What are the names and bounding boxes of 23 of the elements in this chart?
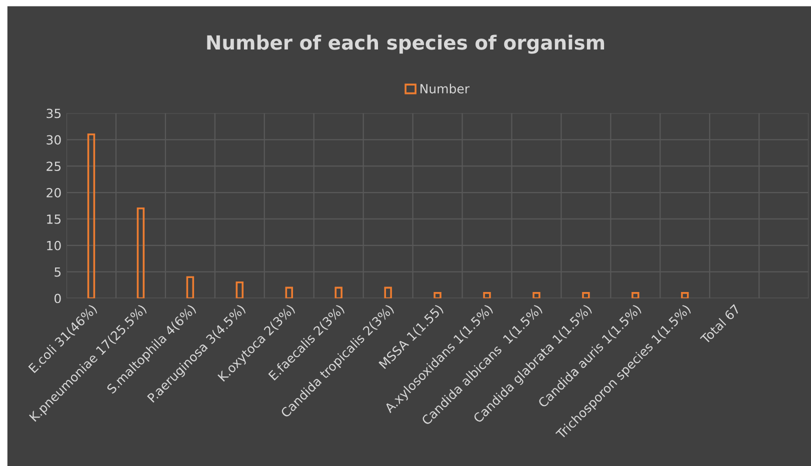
legend-label: Number	[420, 84, 470, 94]
y-tick-label: 25	[46, 162, 61, 172]
bar	[236, 281, 244, 298]
y-tick-label: 15	[47, 214, 61, 224]
bar	[483, 292, 491, 298]
bar	[87, 133, 96, 298]
bar	[582, 292, 590, 298]
bar	[434, 292, 442, 298]
y-tick-label: 30	[46, 135, 61, 145]
bar	[285, 286, 293, 298]
y-tick-label: 5	[54, 267, 61, 277]
y-tick-label: 0	[54, 294, 61, 304]
bar	[384, 286, 392, 298]
bar	[681, 292, 689, 298]
y-tick-label: 35	[46, 108, 61, 118]
y-tick-label: 10	[47, 240, 61, 250]
chart-title: Number of each species of organism	[207, 34, 604, 54]
bar	[632, 292, 640, 298]
y-tick-label: 20	[46, 188, 61, 198]
bar	[136, 207, 145, 298]
bar	[186, 276, 194, 298]
bar	[334, 286, 342, 298]
bar	[532, 292, 540, 298]
